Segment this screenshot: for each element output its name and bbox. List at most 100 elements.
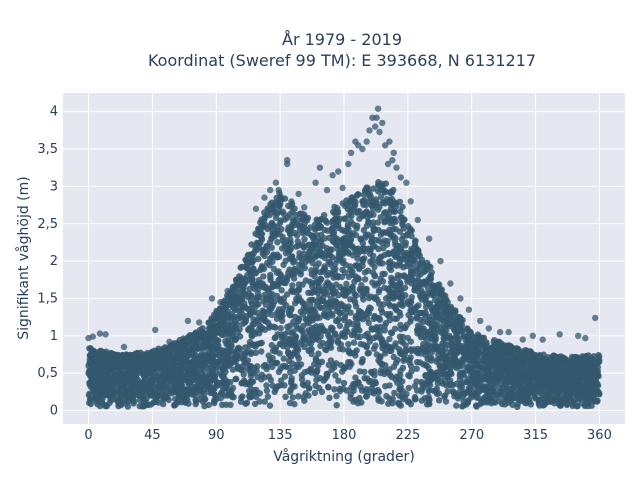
data-point xyxy=(499,377,506,384)
data-point xyxy=(224,347,231,354)
data-point xyxy=(493,345,500,353)
data-point xyxy=(345,347,352,354)
data-point xyxy=(118,399,126,407)
data-point xyxy=(315,350,322,357)
data-point xyxy=(338,250,345,257)
data-point xyxy=(400,264,407,271)
data-point xyxy=(257,340,264,347)
data-point xyxy=(374,296,381,304)
data-point xyxy=(203,364,211,371)
data-point xyxy=(577,374,584,381)
data-point xyxy=(435,351,442,358)
data-point xyxy=(304,214,312,222)
data-point xyxy=(201,396,208,403)
data-point xyxy=(584,369,592,376)
data-point xyxy=(464,334,471,341)
data-point xyxy=(258,324,266,331)
data-point xyxy=(344,206,352,213)
data-point xyxy=(318,358,326,365)
data-point xyxy=(213,325,220,333)
data-point xyxy=(485,352,492,359)
data-point xyxy=(375,280,382,287)
data-point xyxy=(411,238,419,245)
data-point xyxy=(332,317,340,325)
data-point xyxy=(404,258,411,265)
data-point xyxy=(456,314,464,321)
data-point xyxy=(396,282,403,289)
data-point xyxy=(192,329,200,336)
data-point xyxy=(392,359,400,367)
data-point xyxy=(387,266,395,274)
data-point xyxy=(367,210,374,217)
data-point xyxy=(424,355,431,363)
data-point xyxy=(331,364,338,371)
data-point xyxy=(361,276,369,283)
data-point xyxy=(430,387,438,395)
data-point xyxy=(254,373,261,381)
data-point xyxy=(299,311,307,318)
data-point xyxy=(429,291,436,299)
data-point xyxy=(299,327,306,335)
data-point xyxy=(184,397,191,404)
data-point xyxy=(361,269,369,276)
data-point xyxy=(311,288,319,295)
data-point xyxy=(371,372,378,379)
data-point xyxy=(289,256,296,263)
data-point xyxy=(217,318,224,325)
data-point xyxy=(172,401,179,408)
data-point xyxy=(289,270,297,277)
data-point xyxy=(392,253,399,261)
data-point xyxy=(277,195,284,202)
data-point xyxy=(210,397,218,405)
data-point xyxy=(384,237,391,245)
data-point xyxy=(101,385,108,393)
data-point xyxy=(285,202,292,210)
data-point xyxy=(328,227,335,235)
data-point xyxy=(231,355,238,362)
data-point xyxy=(184,386,191,393)
data-point xyxy=(200,343,207,351)
data-point xyxy=(463,401,470,408)
data-point xyxy=(347,296,354,303)
data-point xyxy=(248,332,255,339)
data-point xyxy=(299,241,306,248)
data-point xyxy=(341,316,348,324)
data-point xyxy=(326,234,333,241)
data-point xyxy=(386,295,393,302)
data-point xyxy=(479,339,487,347)
data-point xyxy=(352,352,359,359)
data-point xyxy=(270,323,277,330)
data-point xyxy=(262,296,270,303)
data-point xyxy=(542,356,550,363)
data-point xyxy=(332,288,339,295)
data-point xyxy=(505,375,513,383)
data-point xyxy=(405,384,412,392)
data-point xyxy=(300,305,307,312)
data-point xyxy=(307,340,315,347)
data-point xyxy=(277,382,284,389)
data-point xyxy=(574,359,581,366)
data-point xyxy=(250,321,258,328)
data-point xyxy=(249,281,257,288)
data-point xyxy=(333,392,340,400)
data-point xyxy=(240,377,248,384)
data-point xyxy=(280,261,287,268)
data-point xyxy=(253,301,260,308)
data-point xyxy=(120,382,128,390)
data-point xyxy=(274,223,281,230)
data-point xyxy=(556,392,564,399)
data-point xyxy=(408,368,415,375)
data-point xyxy=(254,246,261,253)
data-point xyxy=(259,222,266,229)
data-point xyxy=(407,338,414,345)
data-point xyxy=(301,224,308,231)
data-point xyxy=(283,291,291,298)
data-point xyxy=(299,262,306,270)
data-point xyxy=(460,358,467,365)
data-point xyxy=(247,350,255,358)
data-point xyxy=(305,385,313,392)
data-point xyxy=(432,334,439,341)
data-point xyxy=(568,353,576,361)
data-point xyxy=(247,393,254,400)
data-point xyxy=(436,289,443,296)
